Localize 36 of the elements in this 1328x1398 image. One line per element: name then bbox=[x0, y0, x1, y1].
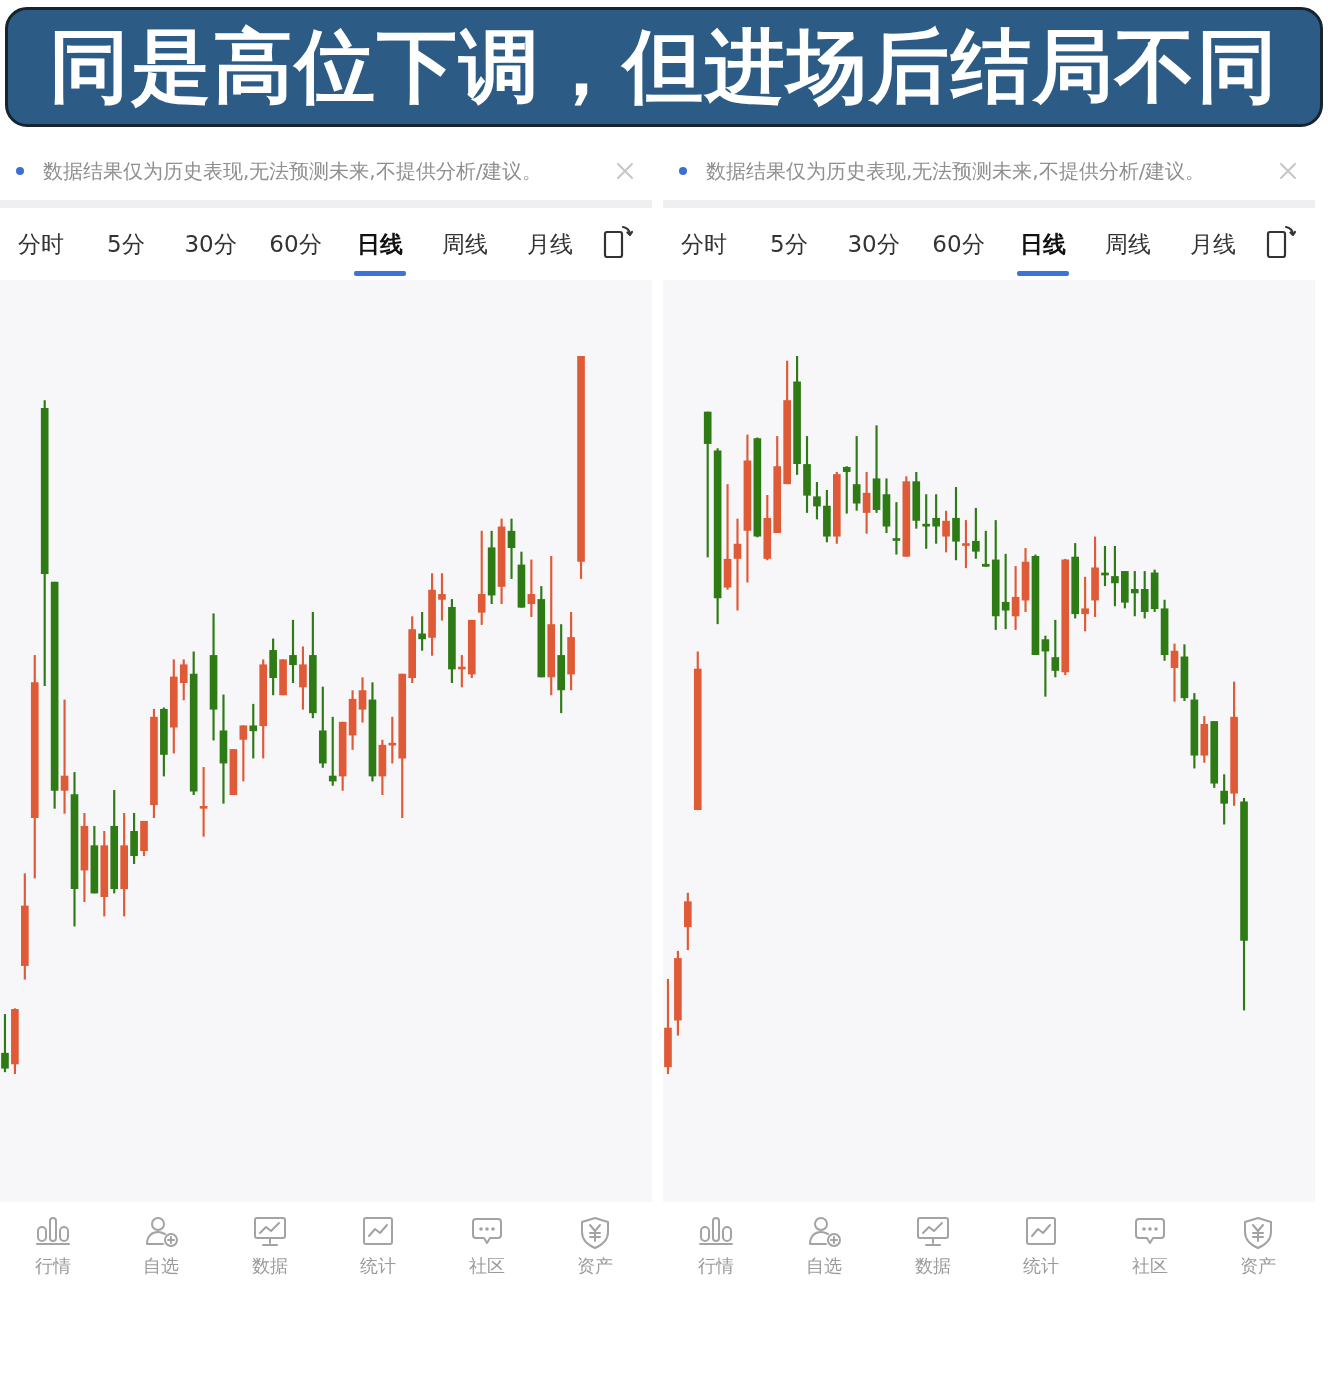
candlestick bbox=[507, 518, 516, 579]
candlestick bbox=[1170, 643, 1179, 702]
text: 日线 bbox=[1020, 230, 1067, 258]
text: 月线 bbox=[1189, 230, 1236, 258]
text: 资产 bbox=[577, 1255, 613, 1277]
candlestick bbox=[733, 518, 742, 611]
text: 5分 bbox=[106, 230, 145, 258]
text: 行情 bbox=[698, 1255, 734, 1277]
text: 分时 bbox=[681, 230, 727, 258]
text: 自选 bbox=[806, 1255, 843, 1277]
text: 周线 bbox=[1105, 230, 1151, 258]
text: 统计 bbox=[360, 1255, 397, 1277]
text: 社区 bbox=[1131, 1255, 1168, 1277]
text: 30分 bbox=[847, 230, 900, 258]
text: 统计 bbox=[1023, 1255, 1060, 1277]
text: 60分 bbox=[269, 230, 322, 258]
text: 30分 bbox=[184, 230, 237, 258]
text: 日线 bbox=[357, 230, 404, 258]
chart-title: 同是高位下调，但进场后结局不同 bbox=[49, 19, 1279, 115]
text: 数据 bbox=[914, 1255, 951, 1277]
text: 行情 bbox=[35, 1255, 71, 1277]
text: 60分 bbox=[932, 230, 985, 258]
text: 数据结果仅为历史表现,无法预测未来,不提供分析/建议。 bbox=[43, 158, 543, 185]
candlestick bbox=[219, 694, 228, 804]
text: 数据 bbox=[251, 1255, 288, 1277]
text: 月线 bbox=[526, 230, 573, 258]
candlestick bbox=[723, 484, 732, 590]
text: 资产 bbox=[1240, 1255, 1276, 1277]
text: 社区 bbox=[468, 1255, 505, 1277]
text: 分时 bbox=[18, 230, 64, 258]
text: 5分 bbox=[769, 230, 808, 258]
text: 自选 bbox=[143, 1255, 180, 1277]
candlestick bbox=[60, 699, 69, 814]
title-banner: 同是高位下调，但进场后结局不同 bbox=[5, 7, 1323, 127]
text: 数据结果仅为历史表现,无法预测未来,不提供分析/建议。 bbox=[706, 158, 1206, 185]
text: 周线 bbox=[442, 230, 488, 258]
